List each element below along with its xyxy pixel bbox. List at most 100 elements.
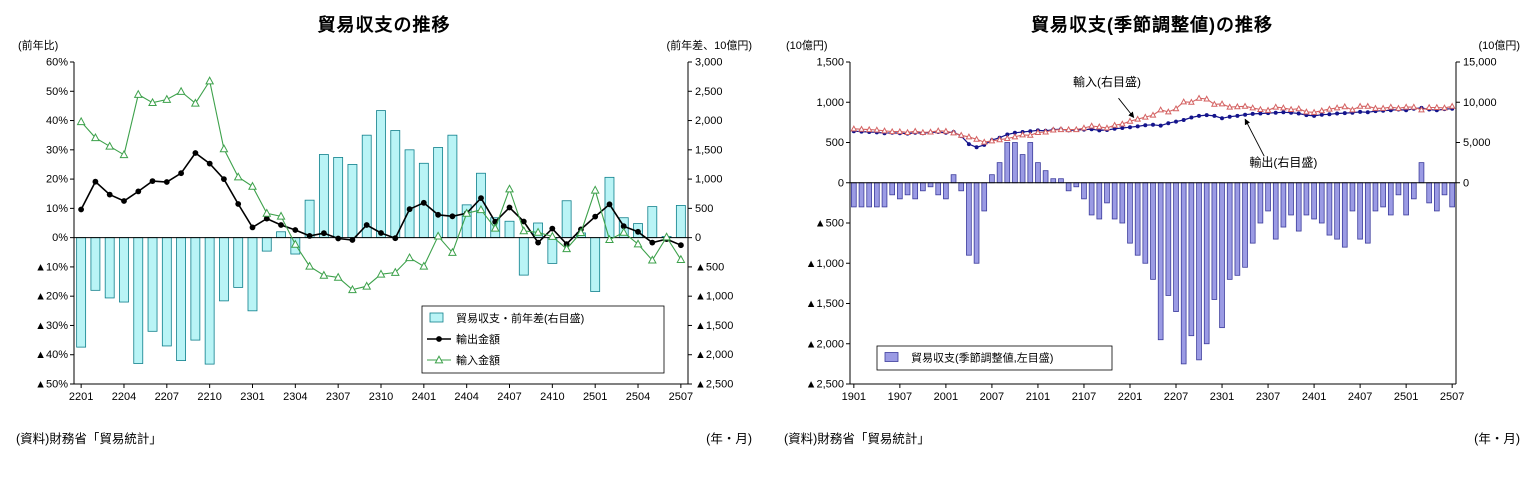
svg-text:0%: 0% xyxy=(52,232,68,244)
page: (前年比) 貿易収支の推移 (前年差、10億円) 60% 50% 40% 30% 20%… xyxy=(14,8,1522,447)
trade-balance-sa-panel: (10億円) 貿易収支(季節調整値)の推移 (10億円) 1,500 1,000 5… xyxy=(782,8,1522,447)
left-axis-unit-label: (前年比) xyxy=(18,40,59,52)
x-axis-unit-label: (年・月) xyxy=(706,432,752,446)
svg-text:2304: 2304 xyxy=(283,391,307,403)
trade-balance-yoy-panel: (前年比) 貿易収支の推移 (前年差、10億円) 60% 50% 40% 30% 20%… xyxy=(14,8,754,447)
svg-text:0: 0 xyxy=(1463,177,1469,189)
left-axis-unit-label: (10億円) xyxy=(786,40,828,52)
svg-text:2507: 2507 xyxy=(1440,391,1464,403)
chart-footer-right: (資料)財務省「貿易統計」 (年・月) xyxy=(782,428,1522,447)
svg-text:輸出金額: 輸出金額 xyxy=(456,332,500,346)
chart-title: 貿易収支(季節調整値)の推移 xyxy=(1031,15,1273,35)
chart-header-right: (10億円) 貿易収支(季節調整値)の推移 (10億円) xyxy=(782,8,1522,54)
svg-text:2204: 2204 xyxy=(112,391,136,403)
svg-text:2401: 2401 xyxy=(1302,391,1326,403)
svg-text:40%: 40% xyxy=(46,115,68,127)
svg-text:▲500: ▲500 xyxy=(815,218,844,230)
svg-text:500: 500 xyxy=(695,203,713,215)
axes xyxy=(73,62,689,385)
svg-text:30%: 30% xyxy=(46,144,68,156)
svg-text:15,000: 15,000 xyxy=(1463,57,1497,69)
svg-text:10,000: 10,000 xyxy=(1463,97,1497,109)
x-axis-unit-label: (年・月) xyxy=(1474,432,1520,446)
svg-text:2410: 2410 xyxy=(540,391,564,403)
svg-text:20%: 20% xyxy=(46,174,68,186)
svg-text:2407: 2407 xyxy=(497,391,521,403)
right-axis-unit-label: (10億円) xyxy=(1478,40,1520,52)
imports-sa-line xyxy=(850,94,1456,145)
right-axis-unit-label: (前年差、10億円) xyxy=(666,40,752,52)
svg-text:5,000: 5,000 xyxy=(1463,137,1491,149)
imports-yoy-line xyxy=(76,76,686,294)
svg-text:2310: 2310 xyxy=(369,391,393,403)
svg-text:2504: 2504 xyxy=(626,391,650,403)
svg-text:1,000: 1,000 xyxy=(816,97,844,109)
svg-text:▲1,500: ▲1,500 xyxy=(695,320,733,332)
svg-text:2307: 2307 xyxy=(1256,391,1280,403)
source-note: (資料)財務省「貿易統計」 xyxy=(16,432,162,446)
chart-title: 貿易収支の推移 xyxy=(317,15,451,35)
svg-text:▲40%: ▲40% xyxy=(35,349,68,361)
svg-text:2301: 2301 xyxy=(1210,391,1234,403)
annotation: 輸入(右目盛) xyxy=(1073,74,1141,118)
svg-text:2501: 2501 xyxy=(1394,391,1418,403)
svg-text:▲2,000: ▲2,000 xyxy=(806,338,844,350)
legend: 貿易収支(季節調整値,左目盛) xyxy=(876,345,1113,371)
svg-text:輸出(右目盛): 輸出(右目盛) xyxy=(1249,155,1317,170)
svg-text:2501: 2501 xyxy=(583,391,607,403)
svg-text:0: 0 xyxy=(695,232,701,244)
svg-text:▲30%: ▲30% xyxy=(35,320,68,332)
svg-text:輸入金額: 輸入金額 xyxy=(456,353,500,367)
svg-text:▲2,500: ▲2,500 xyxy=(806,379,844,391)
svg-text:2507: 2507 xyxy=(669,391,693,403)
svg-text:0: 0 xyxy=(838,177,844,189)
svg-text:貿易収支(季節調整値,左目盛): 貿易収支(季節調整値,左目盛) xyxy=(911,351,1053,365)
svg-text:60%: 60% xyxy=(46,57,68,69)
svg-text:50%: 50% xyxy=(46,86,68,98)
svg-text:貿易収支・前年差(右目盛): 貿易収支・前年差(右目盛) xyxy=(456,311,584,325)
source-note: (資料)財務省「貿易統計」 xyxy=(784,432,930,446)
svg-text:1,000: 1,000 xyxy=(695,174,723,186)
svg-text:1,500: 1,500 xyxy=(816,57,844,69)
svg-text:輸入(右目盛): 輸入(右目盛) xyxy=(1073,74,1141,89)
svg-text:2001: 2001 xyxy=(934,391,958,403)
svg-text:▲50%: ▲50% xyxy=(35,379,68,391)
svg-text:▲500: ▲500 xyxy=(695,261,724,273)
balance-sa-bars xyxy=(851,142,1455,365)
trade-balance-sa-chart-canvas: 1,500 1,000 500 0 ▲500 ▲1,000 ▲1,500 ▲2,000 ▲2,5… xyxy=(806,57,1497,404)
svg-text:2207: 2207 xyxy=(1164,391,1188,403)
svg-text:▲2,000: ▲2,000 xyxy=(695,349,733,361)
svg-text:▲1,500: ▲1,500 xyxy=(806,298,844,310)
svg-text:2107: 2107 xyxy=(1072,391,1096,403)
chart-footer-left: (資料)財務省「貿易統計」 (年・月) xyxy=(14,428,754,447)
svg-text:2407: 2407 xyxy=(1348,391,1372,403)
svg-text:1,500: 1,500 xyxy=(695,144,723,156)
svg-text:2101: 2101 xyxy=(1026,391,1050,403)
svg-text:▲10%: ▲10% xyxy=(35,261,68,273)
svg-text:1901: 1901 xyxy=(842,391,866,403)
svg-text:2301: 2301 xyxy=(240,391,264,403)
svg-text:2404: 2404 xyxy=(454,391,478,403)
svg-text:3,000: 3,000 xyxy=(695,57,723,69)
svg-text:1907: 1907 xyxy=(888,391,912,403)
svg-text:2007: 2007 xyxy=(980,391,1004,403)
chart-header-left: (前年比) 貿易収支の推移 (前年差、10億円) xyxy=(14,8,754,54)
svg-text:2201: 2201 xyxy=(69,391,93,403)
svg-text:▲1,000: ▲1,000 xyxy=(806,258,844,270)
svg-text:2210: 2210 xyxy=(197,391,221,403)
annotation: 輸出(右目盛) xyxy=(1244,118,1317,170)
svg-text:2,500: 2,500 xyxy=(695,86,723,98)
svg-text:2307: 2307 xyxy=(326,391,350,403)
svg-text:10%: 10% xyxy=(46,203,68,215)
svg-text:2401: 2401 xyxy=(412,391,436,403)
svg-text:2207: 2207 xyxy=(155,391,179,403)
svg-text:▲1,000: ▲1,000 xyxy=(695,291,733,303)
tick-labels: 1,500 1,000 500 0 ▲500 ▲1,000 ▲1,500 ▲2,000 ▲2,5… xyxy=(806,57,1497,404)
svg-text:▲20%: ▲20% xyxy=(35,291,68,303)
svg-text:500: 500 xyxy=(826,137,844,149)
svg-text:▲2,500: ▲2,500 xyxy=(695,379,733,391)
svg-text:2201: 2201 xyxy=(1118,391,1142,403)
tick-labels: 60% 50% 40% 30% 20% 10% 0% ▲10% ▲20% ▲30% ▲40% ▲50%… xyxy=(35,57,733,404)
trade-balance-yoy-chart-canvas: 60% 50% 40% 30% 20% 10% 0% ▲10% ▲20% ▲30% ▲40% ▲50%… xyxy=(35,57,733,404)
